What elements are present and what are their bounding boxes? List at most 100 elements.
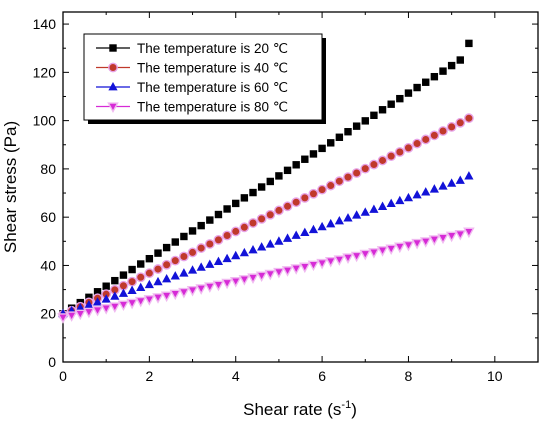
data-point [145, 254, 154, 263]
data-point [231, 250, 241, 260]
data-point [240, 194, 249, 202]
data-point [153, 276, 163, 286]
data-point [248, 245, 258, 254]
data-point [386, 198, 396, 208]
data-point [265, 239, 275, 248]
legend-label: The temperature is 40 ℃ [137, 61, 288, 76]
data-point [299, 192, 310, 203]
data-point [350, 251, 363, 263]
data-point [445, 231, 458, 243]
data-point [180, 232, 188, 241]
data-point [429, 130, 440, 141]
data-point [455, 175, 465, 184]
legend-marker [109, 44, 117, 52]
data-point [162, 273, 172, 283]
data-point [101, 294, 111, 303]
data-point [454, 229, 467, 241]
data-point [464, 171, 474, 180]
data-point [213, 256, 224, 265]
data-point [110, 291, 120, 300]
data-point [152, 293, 164, 304]
data-point [195, 284, 207, 295]
data-point [223, 205, 231, 213]
data-point [266, 177, 274, 186]
data-point [153, 264, 163, 274]
data-point [249, 188, 257, 197]
data-point [274, 236, 284, 245]
data-point [386, 151, 397, 162]
data-point [282, 201, 293, 212]
legend-item-1: The temperature is 20 ℃ [96, 41, 288, 56]
data-point [85, 293, 93, 302]
x-tick-label: 6 [318, 368, 326, 384]
data-point [291, 197, 302, 208]
data-point [118, 288, 129, 297]
data-point [282, 233, 293, 242]
data-point [318, 144, 326, 153]
data-point [256, 213, 267, 224]
data-point [222, 230, 232, 241]
data-point [187, 247, 198, 258]
data-point [387, 100, 395, 108]
y-tick-label: 60 [40, 209, 56, 225]
data-point [368, 248, 380, 259]
series-3 [58, 171, 474, 318]
data-point [419, 237, 432, 248]
data-point [309, 150, 318, 158]
data-point [394, 242, 406, 254]
data-point [412, 189, 422, 199]
data-point [257, 242, 267, 251]
data-point [439, 67, 447, 75]
y-tick-label: 80 [40, 161, 56, 177]
data-point [370, 111, 378, 120]
data-point [154, 249, 162, 257]
data-point [275, 172, 283, 180]
data-point [102, 282, 110, 290]
data-point [170, 271, 180, 280]
data-point [179, 251, 189, 262]
data-point [161, 259, 172, 270]
x-tick-label: 8 [405, 368, 413, 384]
data-point [334, 176, 345, 187]
data-point [360, 207, 370, 216]
data-point [465, 39, 473, 48]
data-point [232, 199, 240, 208]
data-point [412, 138, 422, 149]
series-4 [57, 227, 475, 324]
data-point [360, 163, 371, 174]
data-point [438, 181, 448, 190]
y-axis-title: Shear stress (Pa) [1, 121, 20, 253]
data-point [109, 302, 121, 313]
data-point [420, 134, 431, 145]
data-point [335, 133, 344, 141]
data-point [421, 187, 431, 196]
data-point [307, 260, 320, 272]
data-point [317, 184, 327, 195]
legend: The temperature is 20 ℃ The temperature i… [83, 33, 326, 124]
plot-frame [62, 11, 539, 363]
data-point [438, 126, 448, 136]
data-point [351, 168, 362, 178]
data-point [456, 56, 464, 64]
data-point [162, 243, 171, 252]
y-tick-label: 20 [40, 306, 56, 322]
data-point [324, 257, 337, 268]
data-point [100, 304, 112, 315]
data-point [229, 277, 242, 288]
data-point [317, 221, 327, 231]
data-point [117, 300, 130, 312]
data-point [171, 238, 179, 246]
data-point [361, 117, 369, 125]
data-point [204, 239, 215, 249]
legend-label: The temperature is 80 ℃ [137, 100, 288, 115]
data-point [178, 287, 190, 299]
data-point [239, 222, 250, 233]
data-point [257, 183, 266, 191]
data-point [204, 282, 216, 293]
data-point [378, 106, 387, 114]
data-point [111, 276, 119, 285]
data-point [136, 282, 146, 292]
data-point [92, 297, 103, 306]
data-point [75, 302, 85, 312]
data-point [196, 243, 207, 253]
